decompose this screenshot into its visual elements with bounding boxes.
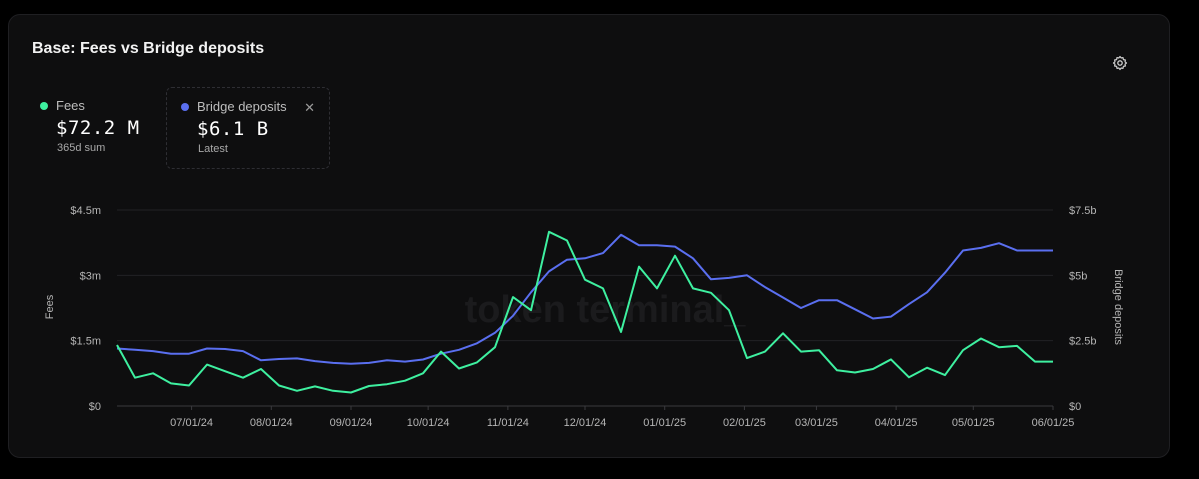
x-tick-label: 05/01/25 bbox=[952, 417, 995, 429]
x-tick-label: 03/01/25 bbox=[795, 417, 838, 429]
y-right-tick-label: $5b bbox=[1069, 270, 1087, 282]
y-axis-right-title: Bridge deposits bbox=[1112, 269, 1124, 345]
y-left-tick-label: $4.5m bbox=[70, 205, 101, 217]
legend-fees-value: $72.2 M bbox=[56, 117, 140, 139]
chart-card bbox=[8, 14, 1170, 458]
close-icon[interactable]: ✕ bbox=[304, 100, 315, 115]
x-tick-label: 09/01/24 bbox=[330, 417, 373, 429]
gear-icon[interactable] bbox=[1112, 55, 1128, 71]
x-tick-label: 06/01/25 bbox=[1032, 417, 1075, 429]
legend-bridge-sub: Latest bbox=[198, 143, 228, 155]
y-right-tick-label: $0 bbox=[1069, 401, 1081, 413]
x-tick-label: 08/01/24 bbox=[250, 417, 293, 429]
fees-color-dot bbox=[40, 101, 48, 110]
legend-fees-sub: 365d sum bbox=[57, 142, 106, 154]
x-tick-label: 12/01/24 bbox=[564, 417, 607, 429]
y-right-tick-label: $2.5b bbox=[1069, 336, 1097, 348]
legend-fees[interactable]: Fees $72.2 M 365d sum bbox=[40, 98, 140, 154]
x-tick-label: 01/01/25 bbox=[643, 417, 686, 429]
chart-title: Base: Fees vs Bridge deposits bbox=[32, 40, 265, 57]
x-tick-label: 04/01/25 bbox=[875, 417, 918, 429]
x-tick-label: 11/01/24 bbox=[487, 417, 529, 429]
bridge-color-dot bbox=[181, 102, 189, 111]
y-left-tick-label: $1.5m bbox=[70, 336, 101, 348]
legend-bridge-value: $6.1 B bbox=[197, 118, 269, 140]
x-tick-label: 10/01/24 bbox=[407, 417, 450, 429]
y-right-tick-label: $7.5b bbox=[1069, 205, 1097, 217]
y-left-tick-label: $3m bbox=[80, 270, 101, 282]
legend-bridge-label: Bridge deposits bbox=[197, 99, 287, 114]
x-tick-label: 02/01/25 bbox=[723, 417, 766, 429]
y-left-tick-label: $0 bbox=[89, 401, 101, 413]
fees-series-line bbox=[116, 230, 1053, 394]
legend-fees-label: Fees bbox=[56, 98, 85, 113]
y-axis-left-title: Fees bbox=[44, 294, 56, 319]
x-tick-label: 07/01/24 bbox=[170, 417, 213, 429]
bridge-deposits-series-line bbox=[116, 233, 1053, 365]
legend-bridge-deposits[interactable]: Bridge deposits $6.1 B Latest ✕ bbox=[166, 87, 330, 169]
